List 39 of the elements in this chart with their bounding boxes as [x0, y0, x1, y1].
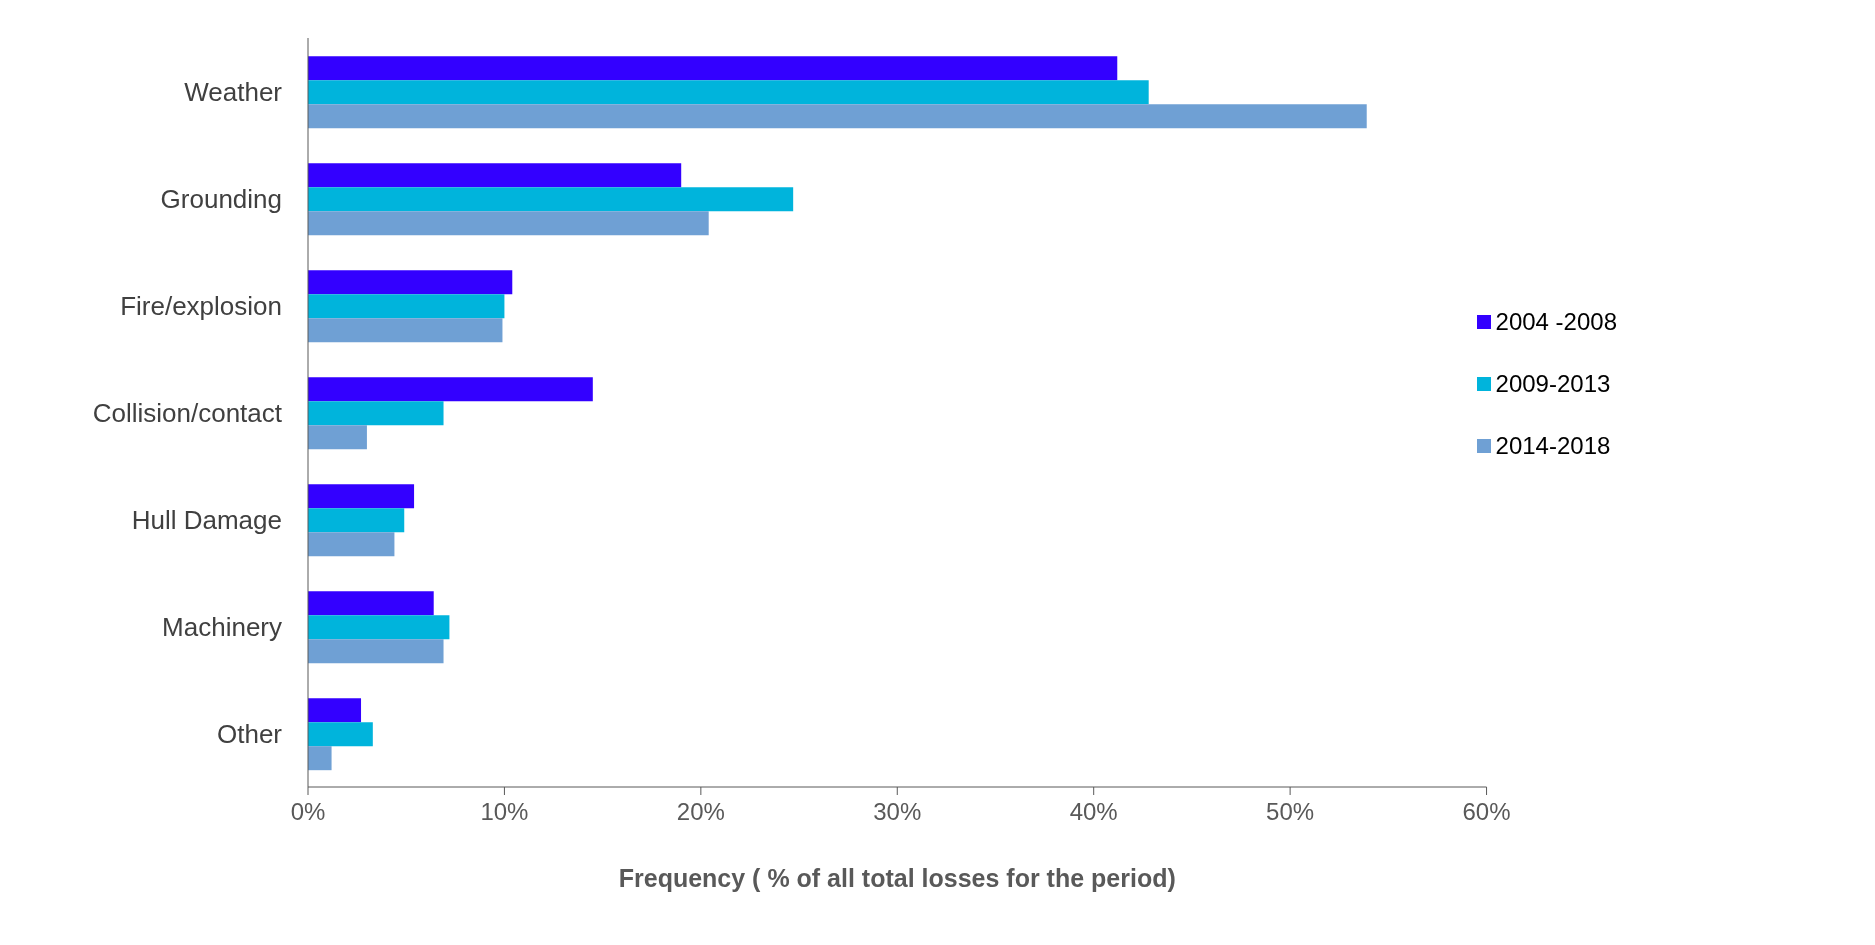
bar	[308, 746, 332, 771]
x-tick-label: 0%	[290, 798, 326, 826]
y-tick-label: Hull Damage	[131, 504, 282, 535]
bar	[308, 508, 405, 533]
y-tick-label: Machinery	[162, 611, 282, 642]
x-tick-label: 30%	[873, 798, 922, 826]
bar	[308, 163, 682, 188]
bar	[308, 211, 709, 236]
legend-label: 2009-2013	[1495, 370, 1611, 398]
y-tick-label: Fire/explosion	[120, 290, 282, 321]
bar	[308, 722, 373, 747]
x-tick-label: 60%	[1462, 798, 1511, 826]
bar	[308, 615, 450, 640]
x-tick-label: 40%	[1069, 798, 1118, 826]
bar	[308, 294, 505, 319]
x-tick-label: 20%	[676, 798, 725, 826]
bar	[308, 484, 415, 509]
bar	[308, 425, 367, 450]
bar	[308, 698, 362, 723]
bar	[308, 104, 1367, 129]
y-tick-label: Other	[216, 718, 283, 749]
bar	[308, 639, 444, 664]
bar	[308, 318, 503, 343]
bar	[308, 532, 395, 557]
bar	[308, 80, 1149, 105]
legend-label: 2014-2018	[1495, 432, 1611, 460]
y-tick-label: Collision/contact	[92, 397, 283, 428]
legend-label: 2004 -2008	[1495, 308, 1617, 336]
bar	[308, 377, 593, 402]
y-tick-label: Grounding	[160, 183, 282, 214]
x-tick-label: 50%	[1266, 798, 1315, 826]
bar	[308, 187, 794, 212]
bar	[308, 56, 1118, 81]
x-tick-label: 10%	[480, 798, 529, 826]
bar	[308, 591, 434, 616]
x-axis-title: Frequency ( % of all total losses for the period)	[618, 864, 1176, 892]
bar	[308, 270, 513, 295]
y-tick-label: Weather	[184, 76, 283, 107]
bar	[308, 401, 444, 426]
